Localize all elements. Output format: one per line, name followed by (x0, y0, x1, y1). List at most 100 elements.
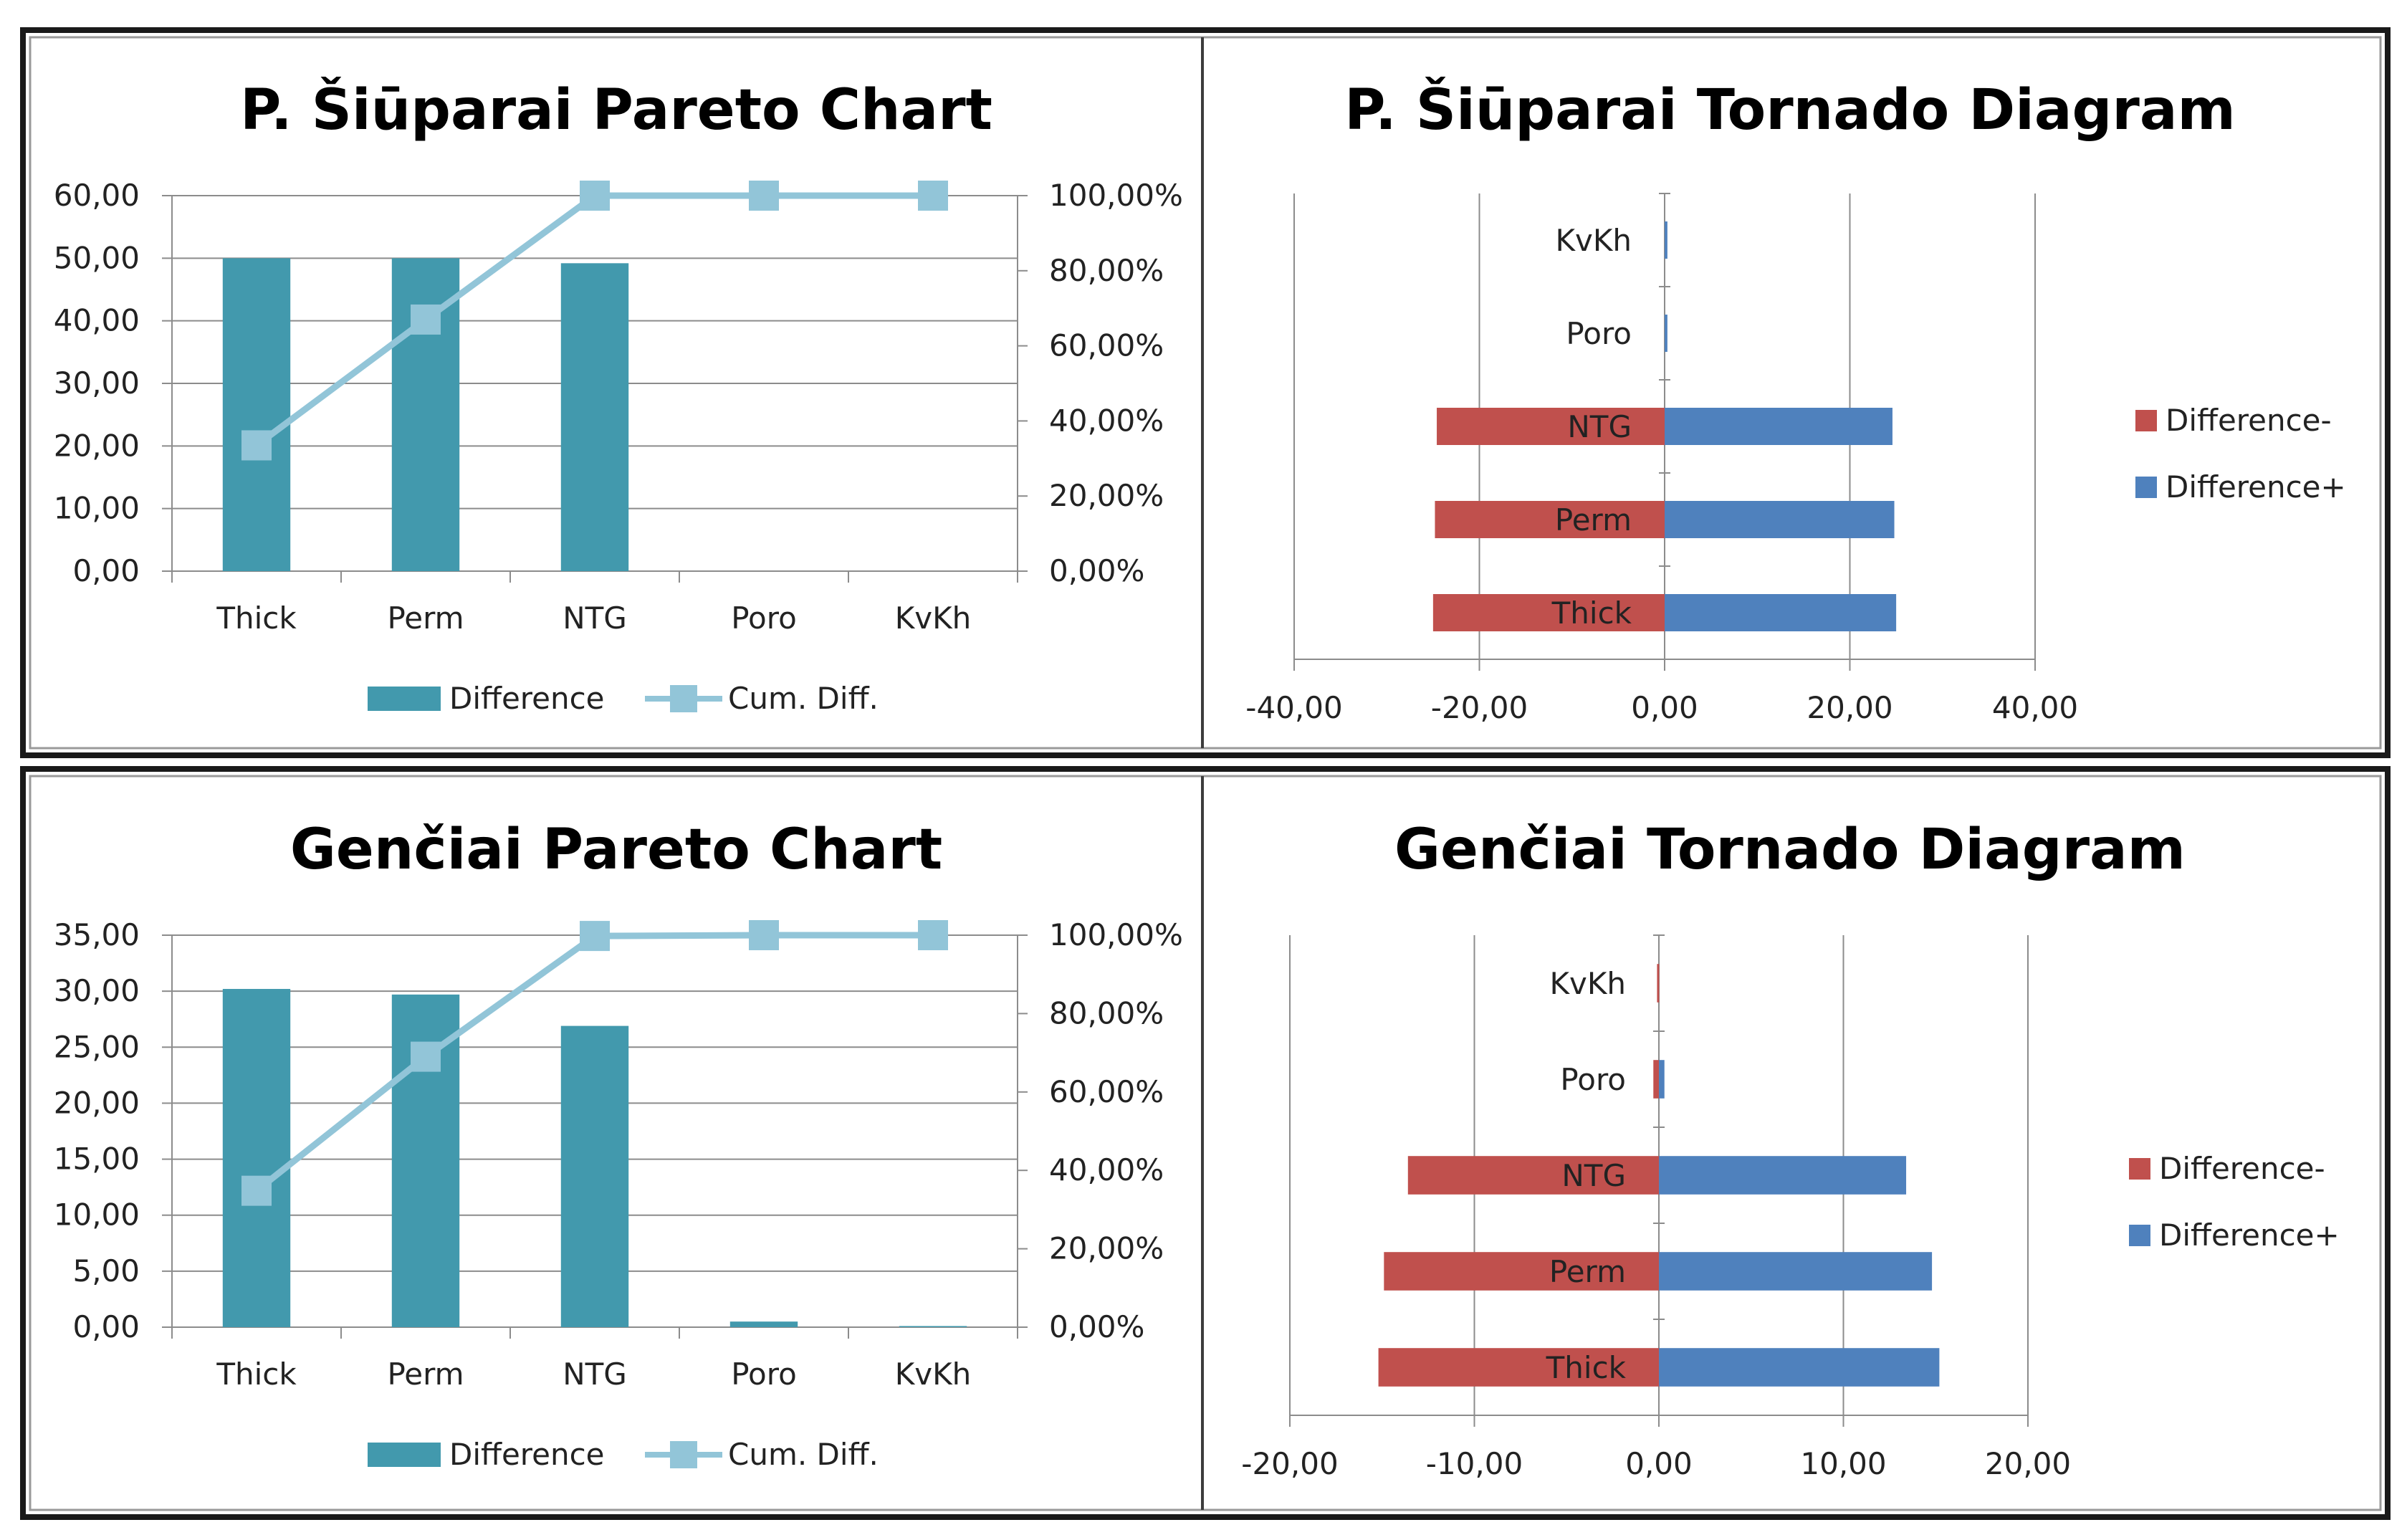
y2-tick-label: 40,00% (1049, 1152, 1164, 1187)
bar-thick (222, 989, 291, 1327)
legend-label-difference: Difference (449, 681, 605, 716)
y-tick-label: 60,00 (54, 178, 140, 213)
bar-plus-perm (1665, 501, 1895, 538)
bottom-row-frame (20, 766, 2391, 1520)
bar-poro (729, 1321, 798, 1327)
y2-tick-label: 0,00% (1049, 553, 1144, 588)
bar-minus-ntg (1407, 1156, 1659, 1195)
legend-label-difference-minus: Difference- (2159, 1151, 2325, 1186)
y2-tick-label: 40,00% (1049, 403, 1164, 438)
category-label: KvKh (1555, 223, 1632, 258)
y2-tick-label: 20,00% (1049, 1231, 1164, 1266)
y-tick-label: 40,00 (54, 303, 140, 338)
legend-marker-cum-diff (670, 685, 697, 712)
bar-minus-ntg (1437, 408, 1665, 445)
cum-diff-marker-kvkh (918, 920, 948, 950)
y-tick-label: 0,00 (72, 553, 140, 588)
category-label: Perm (1555, 502, 1632, 537)
chart-legend: Difference Cum. Diff. (368, 681, 879, 716)
y-tick-label: 35,00 (54, 917, 140, 952)
chart-title: P. Šiūparai Tornado Diagram (1344, 77, 2236, 143)
cum-diff-marker-perm (411, 304, 441, 335)
y2-tick-label: 60,00% (1049, 1074, 1164, 1109)
genciai-pareto-chart: Genčiai Pareto Chart 0,00 5,00 10,00 15,00 2… (54, 818, 1183, 1472)
bar-minus-thick (1378, 1348, 1659, 1387)
legend-label-difference-minus: Difference- (2166, 403, 2332, 438)
category-label: NTG (1561, 1158, 1626, 1193)
y-tick-label: 10,00 (54, 491, 140, 526)
legend-label-cum-diff: Cum. Diff. (728, 681, 879, 716)
x-tick-label: 0,00 (1625, 1446, 1693, 1481)
category-label: KvKh (1549, 966, 1626, 1001)
legend-label-difference: Difference (449, 1437, 605, 1472)
bar-ntg (560, 263, 629, 571)
y-tick-label: 25,00 (54, 1029, 140, 1064)
bar-plus-kvkh (1665, 221, 1667, 259)
bottom-row-inner-frame (29, 775, 2382, 1511)
category-label: Perm (1549, 1254, 1626, 1289)
x-tick-label: -40,00 (1245, 690, 1342, 725)
y-tick-label: 10,00 (54, 1197, 140, 1233)
y-tick-label: 20,00 (54, 428, 140, 463)
bar-plus-perm (1659, 1252, 1933, 1291)
chart-legend: Difference- Difference+ (2129, 1151, 2340, 1253)
x-tick-label: -20,00 (1241, 1446, 1338, 1481)
chart-title: Genčiai Pareto Chart (290, 818, 942, 882)
siuparai-tornado-diagram: P. Šiūparai Tornado Diagram -40,00 -20,00… (1245, 77, 2345, 725)
cum-diff-marker-poro (749, 181, 779, 211)
x-tick-label: 20,00 (1985, 1446, 2071, 1481)
bar-kvkh (899, 1326, 967, 1327)
x-tick-label: NTG (563, 601, 627, 636)
y2-tick-label: 60,00% (1049, 328, 1164, 363)
category-label: Poro (1566, 316, 1632, 351)
legend-label-difference-plus: Difference+ (2159, 1218, 2340, 1253)
y-tick-label: 0,00 (72, 1309, 140, 1344)
y2-tick-label: 80,00% (1049, 253, 1164, 288)
legend-swatch-difference-plus (2135, 477, 2157, 498)
x-tick-label: NTG (563, 1357, 627, 1392)
bar-plus-poro (1665, 315, 1667, 352)
x-tick-label: Poro (731, 1357, 797, 1392)
bar-thick (222, 258, 291, 571)
x-tick-label: -10,00 (1426, 1446, 1523, 1481)
plot-area: 0,00 10,00 20,00 30,00 40,00 50,00 60,00 0,00% 2… (54, 178, 1183, 636)
bar-plus-ntg (1659, 1156, 1907, 1195)
bar-plus-ntg (1665, 408, 1892, 445)
x-tick-label: Poro (731, 601, 797, 636)
legend-swatch-difference (368, 687, 441, 711)
y-tick-label: 20,00 (54, 1085, 140, 1120)
cum-diff-marker-thick (241, 430, 272, 461)
bar-plus-thick (1665, 594, 1897, 631)
siuparai-pareto-chart: P. Šiūparai Pareto Chart 0,00 10,00 20,00 3… (54, 77, 1183, 716)
genciai-tornado-diagram: Genčiai Tornado Diagram -20,00 -10,00 0,00… (1241, 818, 2339, 1481)
bar-ntg (560, 1025, 629, 1327)
x-tick-label: KvKh (895, 601, 972, 636)
top-row-inner-frame (29, 36, 2382, 750)
top-row-frame (20, 27, 2391, 758)
plot-area: -40,00 -20,00 0,00 20,00 40,00 KvKh Poro NTG Per… (1245, 193, 2078, 725)
chart-title: Genčiai Tornado Diagram (1394, 818, 2186, 882)
cum-diff-marker-ntg (580, 921, 610, 952)
bar-minus-poro (1653, 1060, 1659, 1099)
y-tick-label: 30,00 (54, 365, 140, 401)
x-tick-label: Perm (387, 601, 464, 636)
x-tick-label: 40,00 (1992, 690, 2078, 725)
x-tick-label: -20,00 (1431, 690, 1528, 725)
y2-tick-label: 100,00% (1049, 178, 1183, 213)
x-tick-label: KvKh (895, 1357, 972, 1392)
bar-minus-thick (1432, 594, 1665, 631)
plot-area: -20,00 -10,00 0,00 10,00 20,00 KvKh Poro NTG Per… (1241, 934, 2071, 1481)
cum-diff-marker-kvkh (918, 181, 948, 211)
cum-diff-marker-poro (749, 920, 779, 950)
legend-swatch-difference (368, 1443, 441, 1467)
category-label: Thick (1551, 596, 1632, 631)
legend-label-cum-diff: Cum. Diff. (728, 1437, 879, 1472)
category-label: NTG (1567, 409, 1632, 444)
y-tick-label: 50,00 (54, 240, 140, 275)
cum-diff-marker-thick (241, 1175, 272, 1206)
bar-plus-poro (1659, 1060, 1665, 1099)
legend-swatch-difference-minus (2135, 410, 2157, 431)
y2-tick-label: 0,00% (1049, 1309, 1144, 1344)
legend-swatch-difference-plus (2129, 1225, 2150, 1246)
